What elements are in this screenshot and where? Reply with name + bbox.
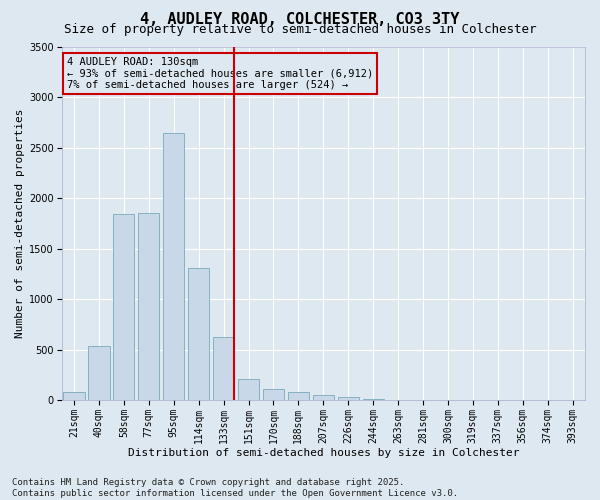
Bar bbox=[188, 268, 209, 400]
Bar bbox=[288, 392, 309, 400]
Bar bbox=[138, 214, 160, 400]
Bar bbox=[362, 399, 384, 400]
Bar bbox=[313, 395, 334, 400]
Bar bbox=[213, 336, 234, 400]
Text: 4, AUDLEY ROAD, COLCHESTER, CO3 3TY: 4, AUDLEY ROAD, COLCHESTER, CO3 3TY bbox=[140, 12, 460, 28]
Y-axis label: Number of semi-detached properties: Number of semi-detached properties bbox=[15, 108, 25, 338]
Bar bbox=[238, 379, 259, 400]
Bar bbox=[113, 214, 134, 400]
Text: Size of property relative to semi-detached houses in Colchester: Size of property relative to semi-detach… bbox=[64, 22, 536, 36]
Text: Contains HM Land Registry data © Crown copyright and database right 2025.
Contai: Contains HM Land Registry data © Crown c… bbox=[12, 478, 458, 498]
Bar bbox=[64, 392, 85, 400]
X-axis label: Distribution of semi-detached houses by size in Colchester: Distribution of semi-detached houses by … bbox=[128, 448, 519, 458]
Bar bbox=[338, 398, 359, 400]
Bar bbox=[163, 134, 184, 400]
Text: 4 AUDLEY ROAD: 130sqm
← 93% of semi-detached houses are smaller (6,912)
7% of se: 4 AUDLEY ROAD: 130sqm ← 93% of semi-deta… bbox=[67, 57, 373, 90]
Bar bbox=[263, 390, 284, 400]
Bar bbox=[88, 346, 110, 401]
